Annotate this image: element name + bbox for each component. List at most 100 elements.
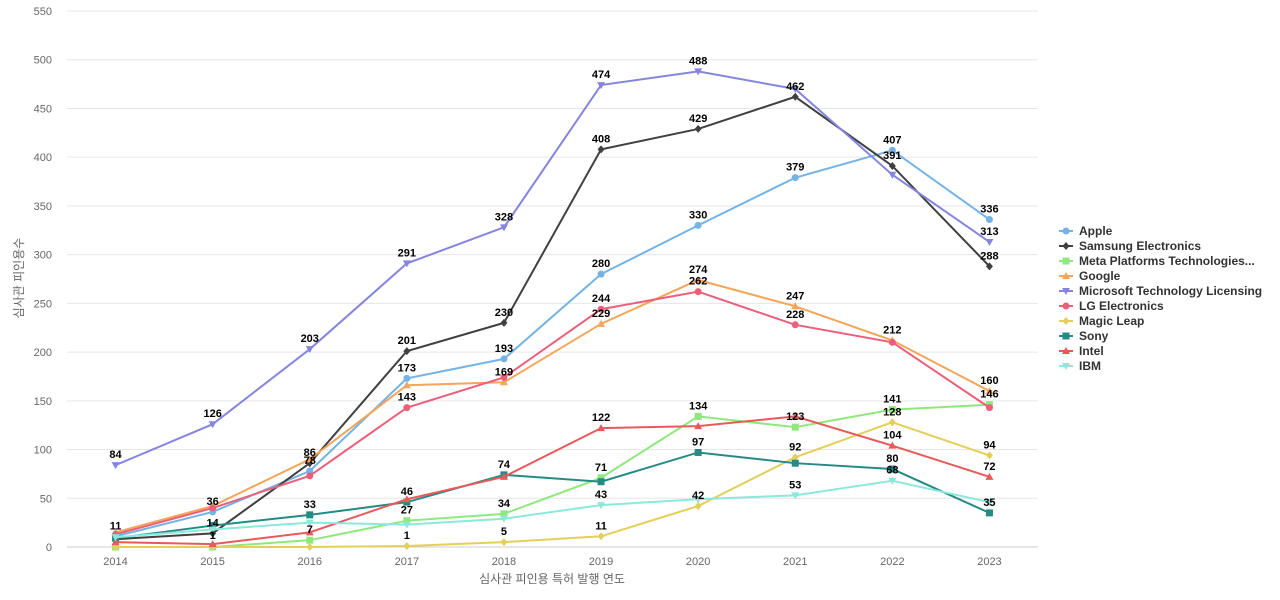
series-line: [115, 278, 990, 534]
data-point-square: [403, 517, 411, 525]
legend-item[interactable]: Magic Leap: [1059, 314, 1144, 328]
data-point-circle: [403, 374, 411, 382]
data-point-diamond: [791, 92, 799, 101]
legend-label: LG Electronics: [1079, 299, 1164, 313]
data-label: 7: [307, 524, 313, 536]
x-tick-label: 2014: [103, 556, 127, 568]
data-label: 97: [692, 436, 704, 448]
legend-item[interactable]: Google: [1059, 269, 1121, 283]
series-microsoft-technology-licensing: [111, 68, 994, 470]
data-label: 262: [689, 276, 707, 288]
data-point-triangle-down: [305, 519, 314, 527]
legend-label: Meta Platforms Technologies...: [1079, 254, 1255, 268]
data-point-triangle-down: [694, 68, 703, 76]
data-point-circle: [888, 338, 896, 346]
legend-label: IBM: [1079, 359, 1101, 373]
data-label: 11: [595, 520, 607, 532]
data-point-triangle: [402, 381, 411, 389]
data-label: 1: [210, 530, 216, 542]
data-point-triangle: [888, 441, 897, 449]
legend-item[interactable]: Microsoft Technology Licensing: [1059, 284, 1262, 298]
data-label: 53: [789, 479, 801, 491]
data-point-triangle-down: [208, 526, 217, 534]
y-axis-title: 심사관 피인용수: [12, 238, 26, 319]
data-point-triangle-down: [1062, 288, 1070, 295]
data-point-circle: [791, 321, 799, 329]
data-point-circle: [500, 355, 508, 363]
legend-item[interactable]: Intel: [1059, 344, 1104, 358]
series-lg-electronics: [112, 288, 993, 538]
legend-item[interactable]: LG Electronics: [1059, 299, 1164, 313]
data-point-square: [500, 510, 508, 518]
data-label: 35: [983, 497, 995, 509]
data-point-triangle: [305, 455, 314, 463]
series-line: [115, 421, 990, 548]
y-tick-label: 0: [46, 542, 52, 554]
data-label: 141: [883, 394, 901, 406]
data-point-square: [597, 474, 605, 482]
data-label: 330: [689, 209, 707, 221]
data-point-diamond: [597, 532, 605, 541]
data-label: 34: [498, 498, 511, 510]
y-tick-label: 300: [34, 250, 52, 262]
legend-item[interactable]: Apple: [1059, 224, 1113, 238]
data-label: 247: [786, 290, 804, 302]
data-point-square: [209, 522, 217, 530]
data-label: 408: [592, 133, 610, 145]
data-point-triangle-down: [888, 171, 897, 179]
data-point-diamond: [306, 543, 314, 551]
data-point-square: [791, 459, 799, 467]
series-line: [115, 95, 991, 541]
series-ibm: [111, 477, 994, 542]
y-tick-label: 200: [34, 347, 52, 359]
legend-label: Microsoft Technology Licensing: [1079, 284, 1262, 298]
legend-item[interactable]: Meta Platforms Technologies...: [1059, 254, 1255, 268]
data-point-square: [985, 509, 993, 517]
data-point-triangle: [694, 422, 703, 430]
data-point-triangle-down: [597, 82, 606, 90]
data-point-triangle: [597, 319, 606, 327]
series-line: [115, 70, 991, 467]
data-point-diamond: [597, 145, 605, 154]
data-point-circle: [1062, 227, 1070, 235]
data-point-circle: [209, 504, 217, 512]
legend-label: Magic Leap: [1079, 314, 1144, 328]
data-label: 228: [786, 309, 804, 321]
legend-item[interactable]: Samsung Electronics: [1059, 239, 1201, 253]
y-tick-label: 350: [34, 201, 52, 213]
legend-item[interactable]: Sony: [1059, 329, 1109, 343]
data-label: 274: [689, 264, 708, 276]
legend-label: Google: [1079, 269, 1121, 283]
data-point-triangle-down: [305, 346, 314, 354]
data-label: 1: [404, 530, 410, 542]
x-tick-label: 2018: [492, 556, 516, 568]
data-label: 336: [980, 204, 998, 216]
data-label: 27: [401, 505, 413, 517]
x-tick-label: 2015: [200, 556, 224, 568]
data-point-diamond: [985, 262, 993, 271]
data-label: 203: [301, 333, 319, 345]
data-label: 46: [401, 486, 413, 498]
data-label: 33: [304, 499, 316, 511]
data-label: 123: [786, 411, 804, 423]
data-point-triangle: [985, 387, 994, 395]
data-point-triangle-down: [1062, 363, 1070, 370]
data-point-triangle-down: [985, 499, 994, 507]
x-tick-label: 2017: [395, 556, 419, 568]
legend-item[interactable]: IBM: [1059, 359, 1101, 373]
data-point-diamond: [888, 418, 896, 427]
x-axis-title: 심사관 피인용 특허 발행 연도: [479, 571, 625, 586]
series-line: [115, 451, 990, 540]
data-point-circle: [306, 472, 314, 480]
data-label: 201: [398, 335, 416, 347]
data-point-triangle: [499, 378, 508, 386]
data-label: 43: [595, 489, 607, 501]
y-tick-label: 150: [34, 396, 52, 408]
series-line: [115, 403, 990, 548]
legend-label: Intel: [1079, 344, 1104, 358]
data-point-triangle-down: [499, 224, 508, 232]
data-point-circle: [403, 404, 411, 412]
data-label: 230: [495, 307, 513, 319]
